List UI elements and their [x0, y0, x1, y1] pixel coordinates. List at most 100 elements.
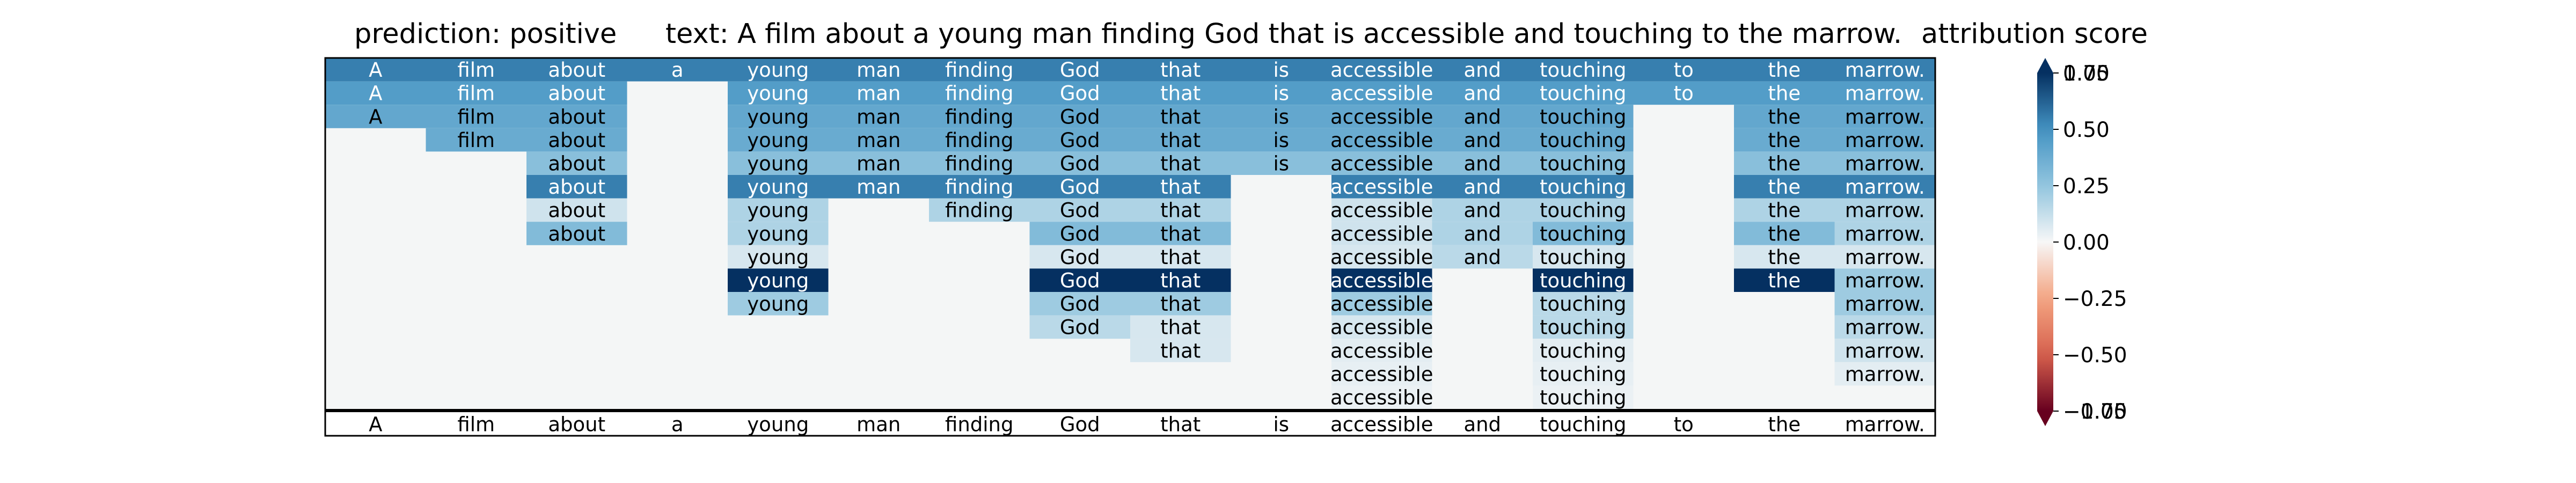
- cell-token-label: that: [1160, 222, 1201, 245]
- token-label: accessible: [1330, 413, 1433, 436]
- cell-token-label: touching: [1540, 339, 1627, 362]
- heatmap-cell: [728, 245, 829, 269]
- cell-token-label: finding: [945, 82, 1013, 105]
- cell-token-label: marrow.: [1845, 105, 1925, 128]
- cell-token-label: about: [548, 129, 605, 152]
- cell-token-label: about: [548, 222, 605, 245]
- heatmap-cell: [728, 175, 829, 199]
- cell-token-label: that: [1160, 82, 1201, 105]
- heatmap-cell: [929, 105, 1030, 128]
- heatmap-cell: [1130, 81, 1231, 105]
- heatmap-cell: [1734, 128, 1835, 152]
- cell-token-label: man: [857, 175, 901, 199]
- heatmap-cell: [1834, 175, 1935, 199]
- cell-token-label: touching: [1540, 82, 1627, 105]
- heatmap-cell: [1533, 268, 1634, 292]
- heatmap-cell: [1331, 339, 1432, 362]
- cell-token-label: a: [671, 58, 684, 82]
- cell-token-label: accessible: [1330, 386, 1433, 409]
- heatmap-cell: [1130, 292, 1231, 316]
- cell-token-label: the: [1768, 82, 1801, 105]
- heatmap-cell: [828, 105, 929, 128]
- prediction-label: prediction: positive: [354, 18, 617, 50]
- cell-token-label: marrow.: [1845, 246, 1925, 269]
- cell-token-label: the: [1768, 152, 1801, 175]
- cell-token-label: and: [1463, 222, 1501, 245]
- cell-token-label: accessible: [1330, 339, 1433, 362]
- heatmap-cell: [1331, 222, 1432, 245]
- heatmap-cell: [1533, 339, 1634, 362]
- token-label: touching: [1540, 413, 1627, 436]
- heatmap-cell: [1331, 315, 1432, 339]
- heatmap-cell: [1029, 245, 1130, 269]
- token-label: a: [671, 413, 684, 436]
- heatmap-cell: [1533, 385, 1634, 409]
- cell-token-label: touching: [1540, 129, 1627, 152]
- cell-token-label: the: [1768, 199, 1801, 222]
- input-text-label: text: A film about a young man finding G…: [665, 18, 1902, 50]
- cell-token-label: film: [457, 105, 495, 128]
- cell-token-label: film: [457, 82, 495, 105]
- cell-token-label: that: [1160, 152, 1201, 175]
- heatmap-cell: [1533, 362, 1634, 386]
- heatmap-cell: [1331, 151, 1432, 175]
- heatmap-cell: [1432, 151, 1533, 175]
- cell-token-label: the: [1768, 246, 1801, 269]
- heatmap-cell: [1331, 81, 1432, 105]
- cell-token-label: young: [747, 222, 809, 245]
- cell-token-label: God: [1060, 246, 1100, 269]
- heatmap-cell: [526, 151, 627, 175]
- cell-token-label: touching: [1540, 152, 1627, 175]
- heatmap-cell: [1130, 198, 1231, 222]
- cell-token-label: accessible: [1330, 152, 1433, 175]
- cell-token-label: marrow.: [1845, 175, 1925, 199]
- cell-token-label: accessible: [1330, 58, 1433, 82]
- token-label: to: [1674, 413, 1694, 436]
- heatmap-cell: [1130, 222, 1231, 245]
- colorbar-overlap-label-top: 1.00: [2063, 62, 2110, 86]
- heatmap-cell: [1533, 105, 1634, 128]
- cell-token-label: finding: [945, 58, 1013, 82]
- heatmap-cell: [526, 58, 627, 82]
- cell-token-label: young: [747, 269, 809, 292]
- heatmap-cell: [1432, 128, 1533, 152]
- cell-token-label: marrow.: [1845, 339, 1925, 362]
- heatmap-cell: [1130, 58, 1231, 82]
- cell-token-label: that: [1160, 129, 1201, 152]
- cell-token-label: film: [457, 58, 495, 82]
- cell-token-label: A: [369, 105, 382, 128]
- cell-token-label: that: [1160, 246, 1201, 269]
- cell-token-label: that: [1160, 269, 1201, 292]
- heatmap-cell: [828, 81, 929, 105]
- heatmap-cell: [1533, 151, 1634, 175]
- cell-token-label: and: [1463, 175, 1501, 199]
- heatmap-cell: [325, 105, 426, 128]
- heatmap-cell: [728, 268, 829, 292]
- heatmap-cell: [1029, 81, 1130, 105]
- cell-token-label: finding: [945, 129, 1013, 152]
- cell-token-label: accessible: [1330, 292, 1433, 316]
- heatmap-cell: [1533, 58, 1634, 82]
- heatmap-cell: [1533, 222, 1634, 245]
- cell-token-label: God: [1060, 175, 1100, 199]
- cell-token-label: man: [857, 82, 901, 105]
- cell-token-label: and: [1463, 246, 1501, 269]
- cell-token-label: and: [1463, 199, 1501, 222]
- token-label: man: [857, 413, 901, 436]
- heatmap-cell: [1130, 245, 1231, 269]
- cell-token-label: accessible: [1330, 199, 1433, 222]
- colorbar-overlap-label-bottom: −1.00: [2063, 400, 2127, 424]
- heatmap-cell: [1231, 81, 1331, 105]
- cell-token-label: touching: [1540, 58, 1627, 82]
- heatmap-cell: [1130, 315, 1231, 339]
- heatmap-cell: [1734, 198, 1835, 222]
- heatmap-cell: [627, 58, 728, 82]
- heatmap-cell: [929, 198, 1030, 222]
- heatmap-cell: [325, 58, 426, 82]
- heatmap-cell: [1432, 105, 1533, 128]
- heatmap-cell: [1834, 222, 1935, 245]
- cell-token-label: God: [1060, 269, 1100, 292]
- cell-token-label: young: [747, 292, 809, 316]
- cell-token-label: that: [1160, 316, 1201, 339]
